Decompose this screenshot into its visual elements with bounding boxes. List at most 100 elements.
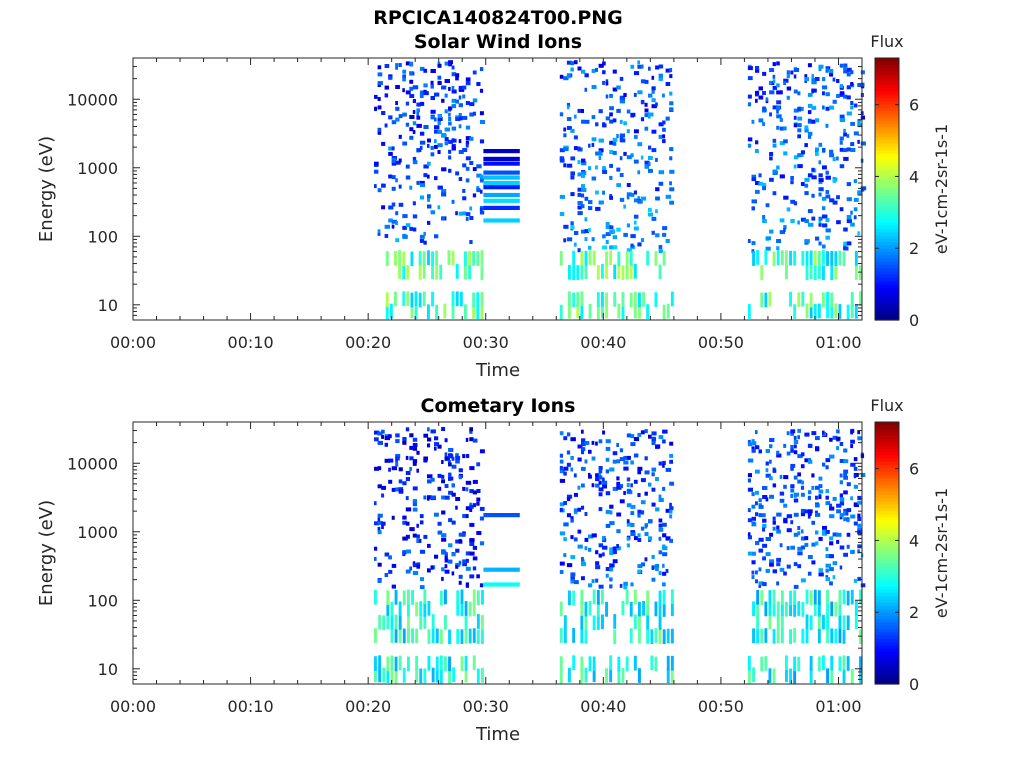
- heatmap-cell: [809, 615, 813, 630]
- heatmap-cell: [605, 439, 611, 444]
- heatmap-cell: [662, 533, 667, 538]
- heatmap-cell: [662, 429, 668, 434]
- heatmap-cell: [412, 507, 418, 512]
- heatmap-cell: [825, 554, 831, 558]
- heatmap-cell: [818, 216, 823, 221]
- heatmap-cell: [630, 442, 636, 447]
- panel-title: Cometary Ions: [421, 395, 576, 417]
- heatmap-cell: [584, 601, 588, 617]
- heatmap-cell: [394, 628, 398, 643]
- heatmap-cell: [476, 629, 480, 645]
- colorbar-segment: [875, 422, 899, 426]
- heatmap-cell: [472, 70, 477, 75]
- heatmap-cell: [815, 447, 820, 452]
- colorbar-segment: [875, 247, 899, 252]
- heatmap-cell: [423, 83, 428, 88]
- heatmap-cell: [613, 614, 617, 629]
- colorbar-segment: [875, 113, 899, 118]
- heatmap-cell: [480, 304, 484, 320]
- plot-frame: [132, 57, 863, 321]
- heatmap-cell: [669, 91, 673, 96]
- heatmap-cell: [658, 536, 662, 541]
- heatmap-cell: [416, 534, 420, 539]
- heatmap-cell: [398, 488, 404, 493]
- heatmap-cell: [430, 145, 434, 150]
- heatmap-cell: [388, 115, 393, 120]
- colorbar-frame: [874, 421, 900, 685]
- heatmap-cell: [662, 120, 666, 125]
- heatmap-cell: [758, 449, 762, 454]
- heatmap-cell: [822, 265, 825, 281]
- heatmap-cell: [800, 545, 806, 550]
- heatmap-cell: [846, 72, 851, 77]
- colorbar-segment: [875, 97, 899, 102]
- x-tick-label: 00:00: [110, 333, 156, 352]
- heatmap-cell: [444, 79, 450, 83]
- heatmap-cell: [755, 149, 759, 153]
- heatmap-cell: [822, 244, 826, 249]
- heatmap-cell: [456, 590, 460, 605]
- heatmap-cell: [772, 520, 776, 525]
- colorbar-segment: [875, 559, 899, 564]
- heatmap-cell: [381, 493, 385, 498]
- heatmap-cell: [751, 521, 756, 526]
- heatmap-cell: [630, 511, 635, 516]
- heatmap-cell: [598, 507, 603, 512]
- heatmap-cell: [572, 292, 576, 308]
- heatmap-cell: [843, 552, 848, 557]
- heatmap-cell: [793, 201, 798, 206]
- heatmap-cell: [776, 109, 779, 114]
- heatmap-cell: [822, 206, 826, 211]
- colorbar-segment: [875, 61, 899, 66]
- heatmap-cell: [584, 119, 590, 124]
- heatmap-cell: [807, 509, 813, 514]
- heatmap-cell: [391, 146, 395, 151]
- heatmap-cell: [751, 206, 755, 211]
- colorbar-segment: [875, 175, 899, 180]
- heatmap-cell: [669, 101, 674, 106]
- heatmap-cell: [405, 496, 409, 501]
- heatmap-cell: [598, 63, 604, 68]
- heatmap-cell: [559, 469, 565, 474]
- heatmap-cells: [374, 427, 866, 684]
- heatmap-cell: [854, 614, 858, 630]
- heatmap-cell: [756, 614, 760, 629]
- heatmap-cell: [760, 656, 764, 672]
- heatmap-cell: [751, 570, 755, 575]
- heatmap-cell: [839, 207, 844, 212]
- heatmap-cell: [573, 580, 579, 585]
- heatmap-cell: [405, 61, 410, 66]
- heatmap-cell: [427, 174, 430, 179]
- heatmap-cell: [662, 486, 666, 491]
- heatmap-cell: [658, 518, 663, 523]
- heatmap-cell: [451, 85, 455, 90]
- heatmap-cell: [465, 81, 471, 86]
- heatmap-cell: [633, 159, 639, 164]
- heatmap-cell: [451, 146, 456, 151]
- heatmap-cell: [430, 84, 434, 89]
- heatmap-cell: [815, 485, 820, 490]
- heatmap-cell: [818, 484, 823, 489]
- heatmap-cell: [646, 614, 650, 630]
- heatmap-cell: [625, 656, 629, 672]
- heatmap-cell: [630, 112, 636, 117]
- heatmap-cell: [591, 137, 597, 142]
- heatmap-cell: [616, 167, 621, 172]
- heatmap-cell: [658, 122, 664, 127]
- heatmap-cell: [412, 99, 416, 103]
- colorbar-segment: [875, 428, 899, 433]
- heatmap-cell: [416, 115, 421, 120]
- heatmap-cell: [458, 532, 464, 537]
- heatmap-cell: [637, 199, 643, 204]
- heatmap-cell: [662, 629, 666, 644]
- heatmap-cell: [836, 156, 839, 161]
- heatmap-cell: [584, 629, 588, 644]
- heatmap-cell: [644, 532, 649, 536]
- heatmap-cell: [619, 95, 626, 100]
- heatmap-cell: [377, 127, 382, 132]
- heatmap-cell: [409, 79, 414, 84]
- heatmap-cell: [633, 479, 638, 484]
- colorbar-segment: [875, 123, 899, 128]
- colorbar-segment: [875, 202, 899, 206]
- heatmap-cell: [648, 434, 652, 439]
